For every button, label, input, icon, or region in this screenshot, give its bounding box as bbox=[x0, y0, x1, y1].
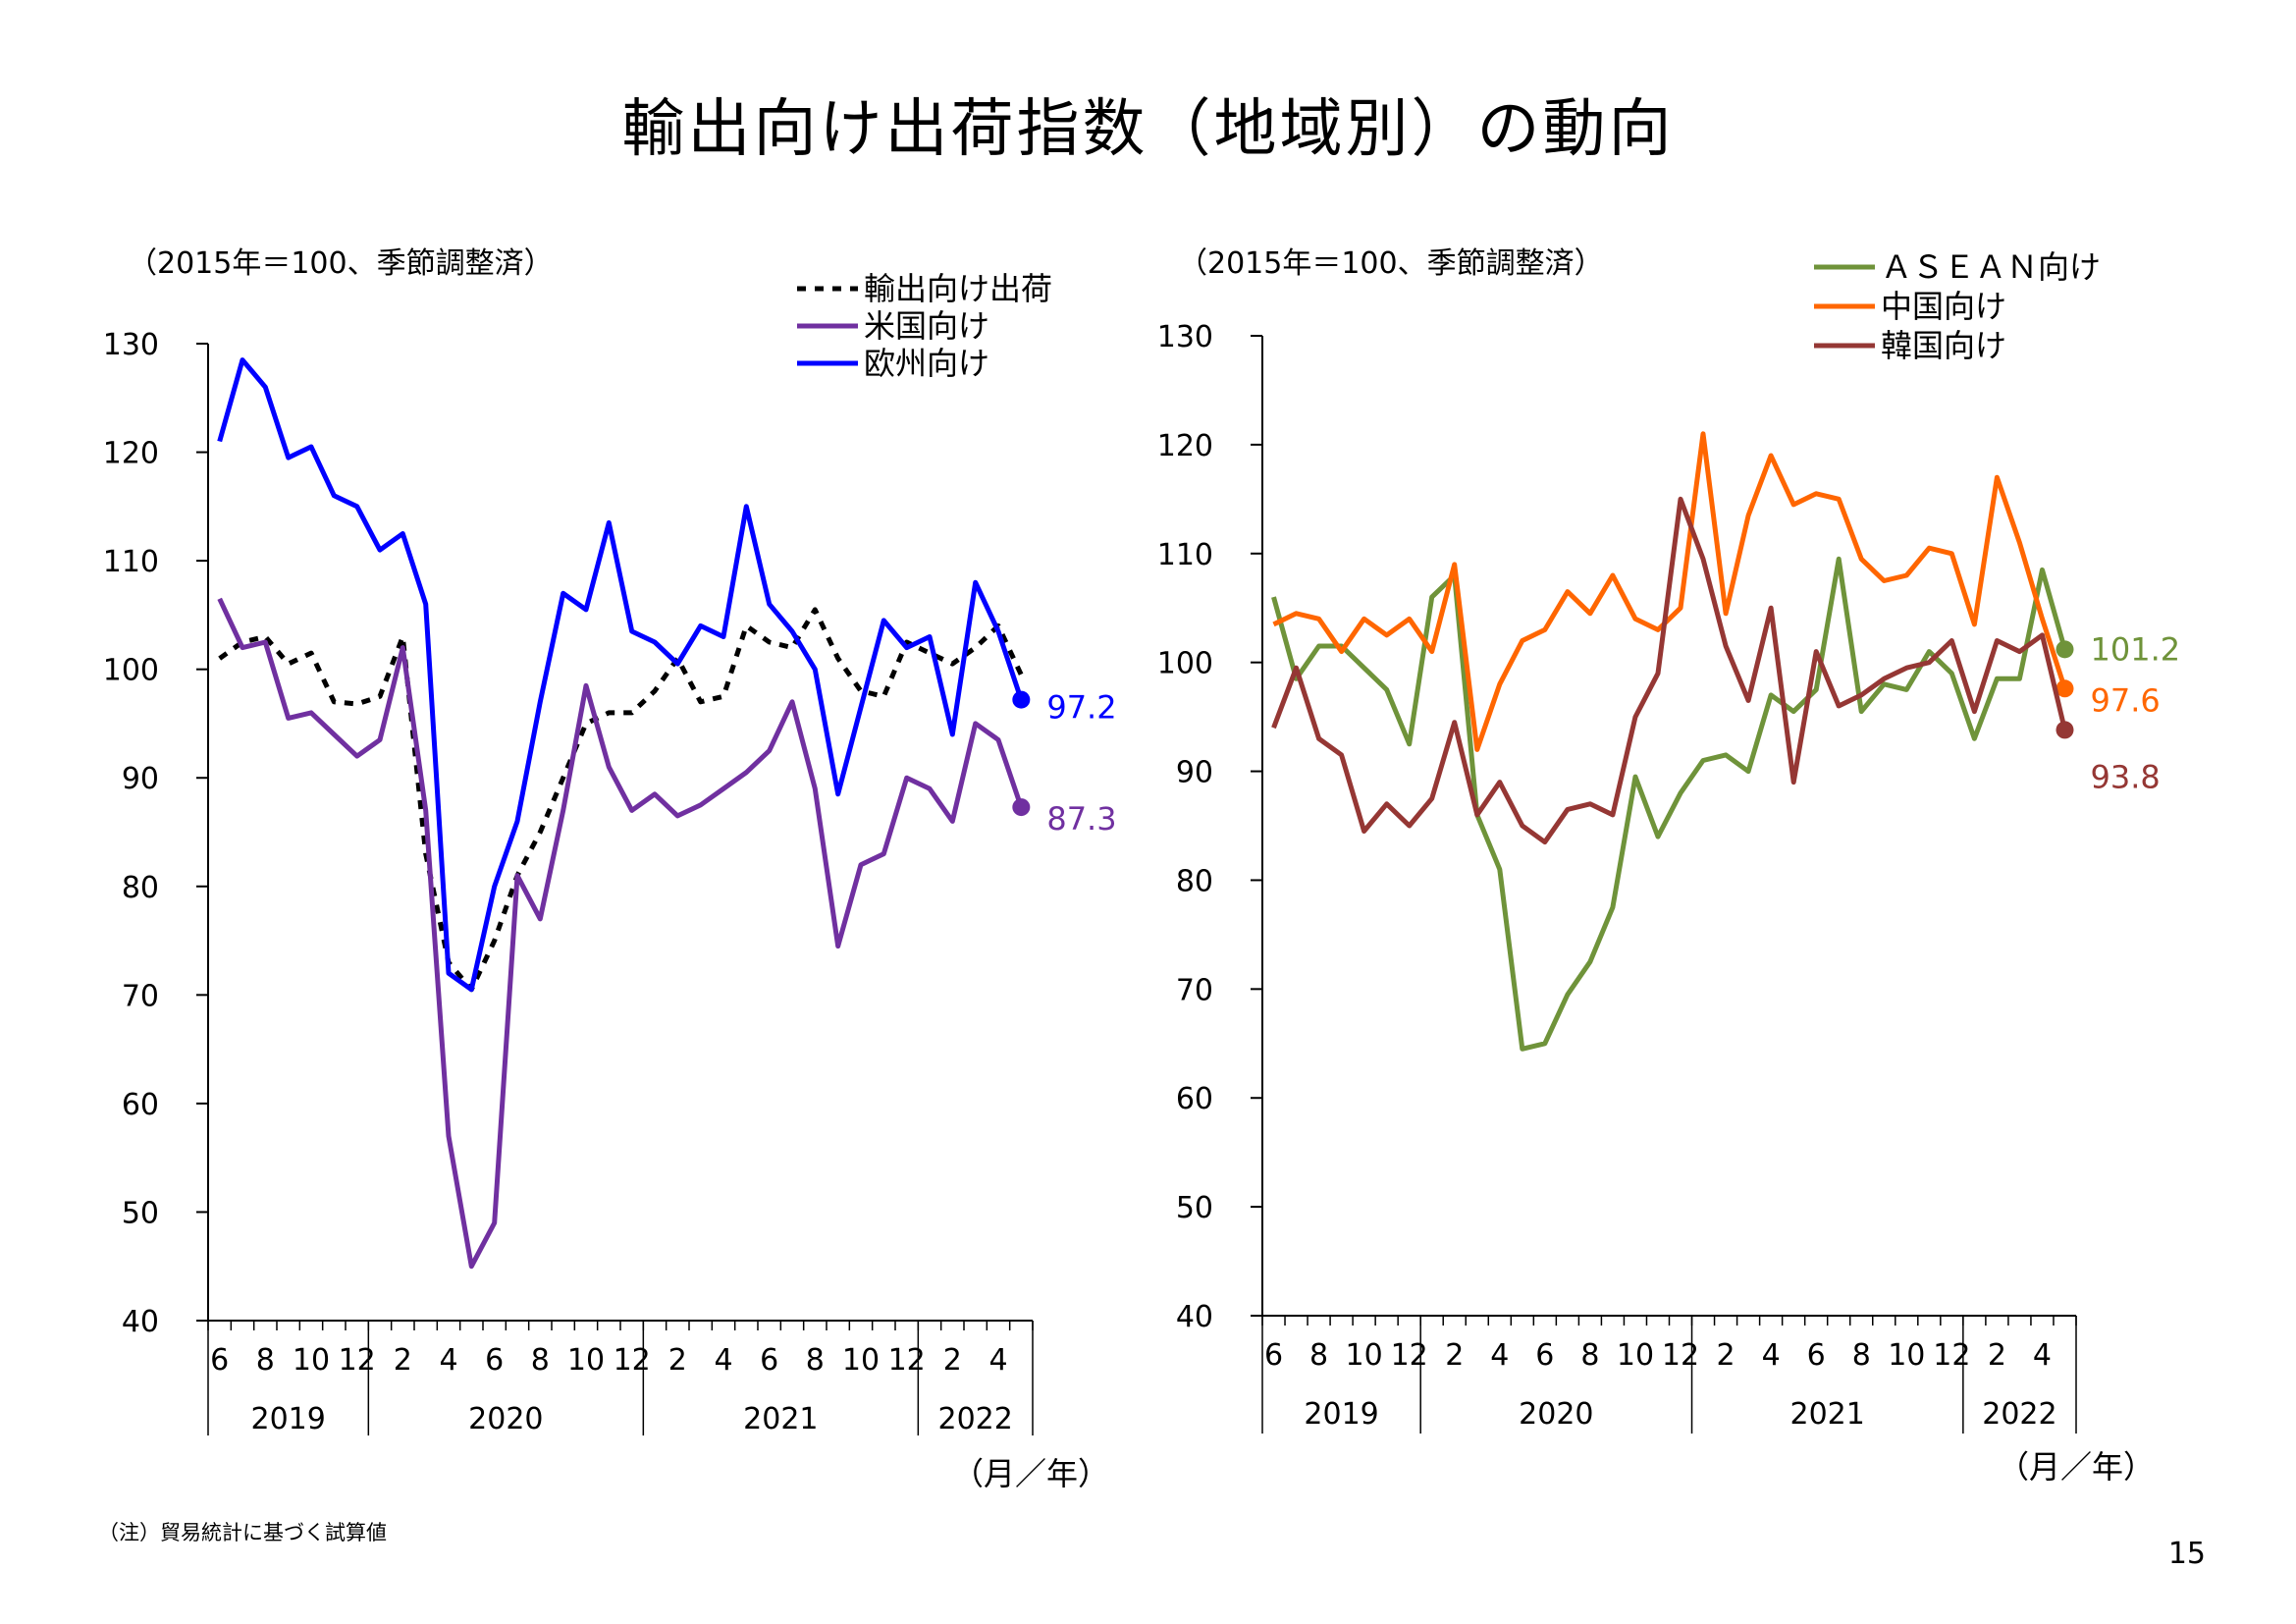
chart2-series-line bbox=[1272, 431, 2067, 752]
chart2-y-tick-label: 80 bbox=[1176, 864, 1213, 898]
chart1-y-tick-label: 80 bbox=[122, 871, 159, 905]
chart2-month-label: 8 bbox=[1309, 1338, 1328, 1373]
chart2-y-tick-label: 50 bbox=[1176, 1191, 1213, 1225]
chart1-month-label: 6 bbox=[210, 1343, 229, 1378]
chart2-month-label: 10 bbox=[1346, 1338, 1383, 1373]
chart1-month-label: 8 bbox=[806, 1343, 825, 1378]
chart1-year-label: 2020 bbox=[468, 1402, 543, 1436]
chart2-y-tick-label: 40 bbox=[1176, 1300, 1213, 1334]
chart1-legend-label: 米国向け bbox=[864, 307, 989, 345]
page-number: 15 bbox=[2167, 1537, 2206, 1571]
chart2-month-label: 2 bbox=[1445, 1338, 1464, 1373]
chart2-end-marker bbox=[2056, 640, 2074, 659]
chart2-series-line bbox=[1271, 556, 2067, 1052]
chart2-year-label: 2022 bbox=[1982, 1397, 2056, 1432]
chart1-month-label: 2 bbox=[668, 1343, 687, 1378]
chart1-month-label: 4 bbox=[988, 1343, 1007, 1378]
chart2-month-label: 2 bbox=[1988, 1338, 2006, 1373]
chart2-end-marker bbox=[2056, 721, 2074, 739]
chart2-end-marker bbox=[2056, 679, 2074, 698]
chart2-y-tick-label: 90 bbox=[1176, 756, 1213, 790]
chart2-year-label: 2019 bbox=[1304, 1397, 1378, 1432]
chart2-y-tick-label: 120 bbox=[1157, 429, 1213, 463]
chart2-legend-label: 中国向け bbox=[1881, 288, 2006, 325]
chart2-y-tick-label: 60 bbox=[1176, 1082, 1213, 1116]
chart1-year-label: 2019 bbox=[250, 1402, 325, 1436]
chart1-month-label: 10 bbox=[293, 1343, 330, 1378]
chart2-month-label: 2 bbox=[1717, 1338, 1735, 1373]
chart1-legend-label: 輸出向け出荷 bbox=[864, 270, 1052, 307]
chart1-y-tick-label: 70 bbox=[122, 979, 159, 1013]
chart1-y-tick-label: 100 bbox=[103, 654, 159, 688]
chart2-y-tick-label: 110 bbox=[1157, 538, 1213, 572]
chart2-month-label: 6 bbox=[1264, 1338, 1283, 1373]
chart1-y-tick-label: 90 bbox=[122, 762, 159, 796]
chart1-month-label: 8 bbox=[531, 1343, 550, 1378]
chart1-month-label: 10 bbox=[567, 1343, 605, 1378]
chart2-month-label: 12 bbox=[1391, 1338, 1428, 1373]
chart1-month-label: 6 bbox=[760, 1343, 778, 1378]
chart1-month-label: 12 bbox=[888, 1343, 926, 1378]
chart1-y-tick-label: 130 bbox=[103, 328, 159, 362]
chart1-month-label: 8 bbox=[256, 1343, 275, 1378]
chart1-end-label: 87.3 bbox=[1046, 800, 1116, 838]
chart2-month-label: 12 bbox=[1933, 1338, 1970, 1373]
chart2-end-label: 97.6 bbox=[2090, 681, 2160, 719]
chart2-series-line bbox=[1271, 496, 2067, 845]
chart1-y-tick-label: 40 bbox=[122, 1305, 159, 1339]
chart1-year-label: 2022 bbox=[937, 1402, 1012, 1436]
chart2-month-label: 4 bbox=[1490, 1338, 1509, 1373]
chart2-month-label: 4 bbox=[2033, 1338, 2052, 1373]
chart1-month-label: 2 bbox=[394, 1343, 412, 1378]
chart1-end-marker bbox=[1012, 798, 1031, 817]
chart1-month-label: 4 bbox=[439, 1343, 457, 1378]
chart1-series-line bbox=[217, 597, 1024, 1270]
chart2-year-label: 2021 bbox=[1790, 1397, 1865, 1432]
chart2-month-label: 4 bbox=[1762, 1338, 1781, 1373]
chart1-series-line bbox=[217, 357, 1024, 993]
chart2-end-label: 93.8 bbox=[2090, 758, 2160, 795]
chart2-y-tick-label: 100 bbox=[1157, 647, 1213, 681]
chart2-y-tick-label: 130 bbox=[1157, 320, 1213, 354]
chart1-month-label: 4 bbox=[714, 1343, 732, 1378]
chart1-month-label: 12 bbox=[339, 1343, 376, 1378]
footnote: （注）貿易統計に基づく試算値 bbox=[98, 1521, 387, 1544]
chart2-month-label: 6 bbox=[1535, 1338, 1554, 1373]
chart1-month-label: 6 bbox=[485, 1343, 504, 1378]
chart1-year-label: 2021 bbox=[743, 1402, 818, 1436]
chart1-legend-label: 欧州向け bbox=[864, 345, 989, 382]
chart1-month-label: 12 bbox=[614, 1343, 651, 1378]
chart2-month-label: 12 bbox=[1662, 1338, 1699, 1373]
chart1-y-tick-label: 120 bbox=[103, 437, 159, 471]
chart2-year-label: 2020 bbox=[1519, 1397, 1593, 1432]
chart2-month-label: 8 bbox=[1852, 1338, 1871, 1373]
chart1-end-label: 97.2 bbox=[1046, 689, 1116, 727]
chart1-y-tick-label: 50 bbox=[122, 1196, 159, 1230]
chart1-month-label: 2 bbox=[943, 1343, 962, 1378]
chart2-unit-label: （2015年＝100、季節調整済） bbox=[1178, 246, 1604, 281]
chart1-unit-label: （2015年＝100、季節調整済） bbox=[128, 246, 554, 281]
chart2-end-label: 101.2 bbox=[2090, 630, 2180, 668]
chart2-legend-label: ＡＳＥＡＮ向け bbox=[1881, 248, 2101, 286]
chart2-y-tick-label: 70 bbox=[1176, 973, 1213, 1007]
chart2-legend-label: 韓国向け bbox=[1881, 327, 2006, 364]
chart2-month-label: 6 bbox=[1807, 1338, 1826, 1373]
chart1-series-line bbox=[218, 607, 1024, 993]
chart1-y-tick-label: 110 bbox=[103, 545, 159, 579]
chart1-month-label: 10 bbox=[842, 1343, 880, 1378]
chart2-month-label: 8 bbox=[1580, 1338, 1599, 1373]
chart2-month-label: 10 bbox=[1888, 1338, 1925, 1373]
chart1-y-tick-label: 60 bbox=[122, 1088, 159, 1122]
chart2-month-label: 10 bbox=[1617, 1338, 1654, 1373]
page-title: 輸出向け出荷指数（地域別）の動向 bbox=[621, 93, 1675, 166]
chart1-end-marker bbox=[1012, 690, 1031, 709]
chart1-x-axis-label: （月／年） bbox=[952, 1455, 1109, 1492]
chart2-x-axis-label: （月／年） bbox=[1998, 1448, 2155, 1486]
